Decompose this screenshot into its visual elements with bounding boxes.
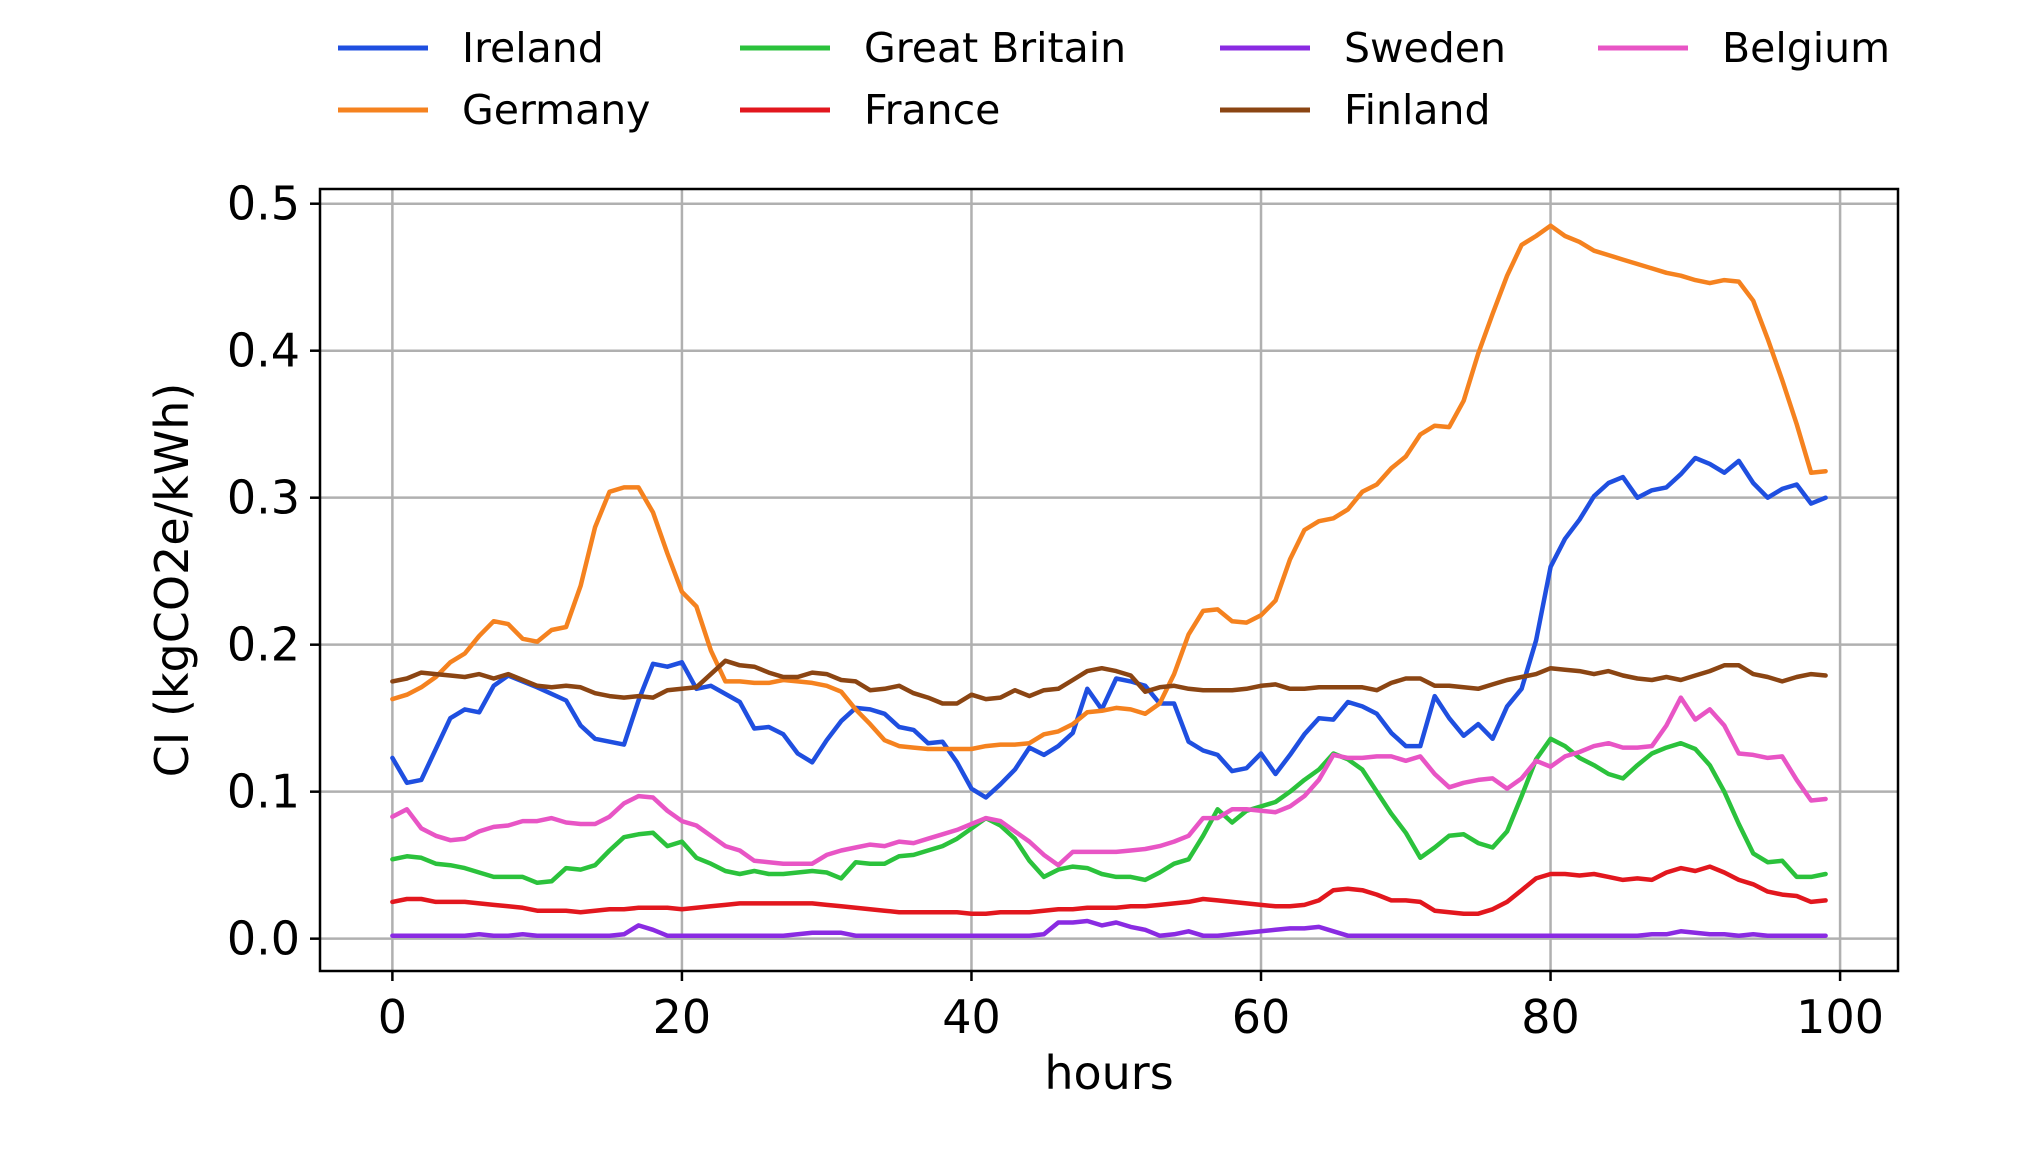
x-tick-label: 20 [653,990,712,1044]
series-line-ireland [390,455,1828,800]
legend-label-finland: Finland [1344,86,1491,134]
x-tick-label: 60 [1232,990,1291,1044]
legend-label-ireland: Ireland [462,24,604,72]
legend: Ireland Germany Great Britain France Sweden F… [338,24,1890,134]
axis-ticks: 0 20 40 60 80 100 0.0 0.1 0.2 0.3 0.4 0.5 [227,177,1884,1044]
legend-label-france: France [864,86,1000,134]
y-tick-label: 0.2 [227,618,300,672]
series-line-sweden [390,918,1828,938]
series-line-great-britain [390,736,1828,886]
x-axis-label: hours [1044,1046,1173,1100]
y-tick-label: 0.3 [227,471,300,525]
y-tick-label: 0.4 [227,324,300,378]
x-tick-label: 0 [378,990,407,1044]
x-tick-label: 40 [942,990,1001,1044]
series-lines [390,223,1828,938]
legend-label-sweden: Sweden [1344,24,1506,72]
legend-label-belgium: Belgium [1722,24,1890,72]
series-line-finland [390,658,1828,706]
grid [320,189,1898,971]
series-line-germany [390,223,1828,752]
y-axis-label: CI (kgCO2e/kWh) [145,383,199,778]
legend-label-germany: Germany [462,86,650,134]
series-line-belgium [390,695,1828,868]
x-tick-label: 80 [1521,990,1580,1044]
series-line-france [390,864,1828,916]
y-tick-label: 0.5 [227,177,300,231]
y-tick-label: 0.1 [227,765,300,819]
plot-area-frame [318,187,1900,973]
legend-label-great-britain: Great Britain [864,24,1126,72]
x-tick-label: 100 [1796,990,1884,1044]
y-tick-label: 0.0 [227,912,300,966]
